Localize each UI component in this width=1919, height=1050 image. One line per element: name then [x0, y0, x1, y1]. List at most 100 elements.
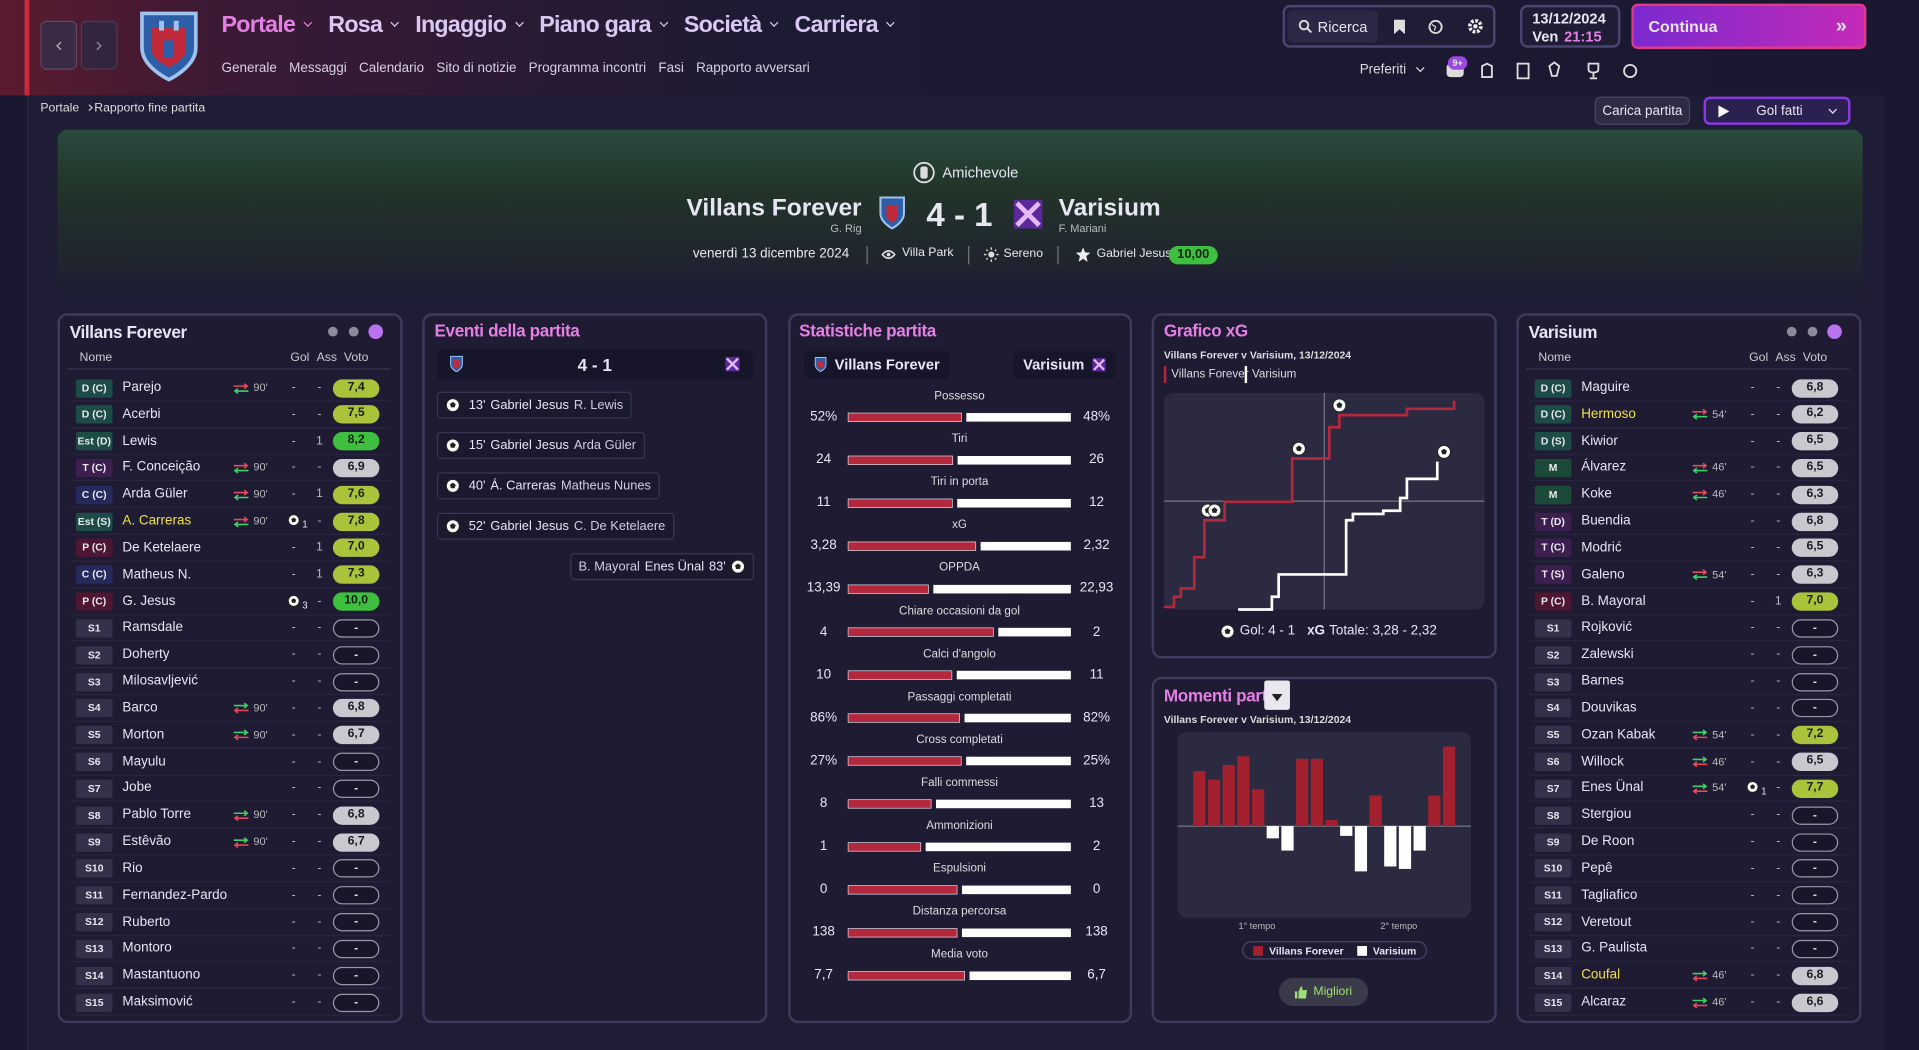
scroll-dot[interactable]	[368, 324, 384, 340]
separator	[968, 245, 970, 265]
sub-in-icon	[1692, 756, 1708, 768]
goals: -	[1750, 888, 1755, 902]
scroll-dot[interactable]	[1786, 326, 1797, 337]
player-name: Koke	[1581, 486, 1612, 502]
position-badge: D (C)	[1534, 378, 1572, 398]
stat-away-value: 13	[1089, 795, 1105, 811]
position-badge: S5	[75, 726, 113, 745]
position-badge: S8	[1534, 806, 1572, 825]
position-badge: S14	[1534, 966, 1572, 985]
submenu-item[interactable]: Rapporto avversari	[696, 61, 810, 76]
row-separator	[1528, 827, 1850, 829]
submenu-item[interactable]: Fasi	[658, 61, 684, 76]
event-scorer: Enes Ünal	[644, 559, 705, 574]
sub-menu: Generale Messaggi Calendario Sito di notizi…	[222, 61, 810, 76]
stadium-icon	[881, 250, 896, 260]
position-badge: S2	[75, 645, 113, 665]
bookmark-button[interactable]	[1383, 10, 1415, 43]
row-separator	[69, 1014, 391, 1016]
favorites[interactable]: Preferiti	[1359, 62, 1407, 78]
goals: -	[1750, 941, 1755, 956]
goals: -	[1750, 407, 1755, 421]
best-button[interactable]: Migliori	[1278, 977, 1369, 1007]
event-item[interactable]: 13' Gabriel Jesus R. Lewis	[436, 391, 632, 419]
rating: 6,8	[332, 806, 380, 825]
event-assist: R. Lewis	[573, 397, 624, 413]
back-button[interactable]	[40, 20, 78, 70]
assists: -	[1776, 808, 1781, 822]
menu-item[interactable]: Società	[684, 12, 779, 39]
assists: -	[1776, 674, 1781, 688]
submenu-item[interactable]: Messaggi	[289, 61, 347, 76]
row-separator	[69, 934, 391, 936]
club-crest[interactable]	[137, 6, 201, 84]
accent-strip	[24, 0, 30, 96]
event-minute: 13'	[468, 397, 486, 413]
goals: -	[1750, 701, 1755, 715]
search-button[interactable]: Ricerca	[1287, 9, 1379, 43]
goals: -	[1750, 567, 1755, 582]
player-name: De Roon	[1581, 834, 1635, 849]
continue-icon: »	[1835, 15, 1847, 37]
sub-icon	[1691, 462, 1708, 474]
goals-chevron	[1828, 104, 1838, 114]
assists: -	[1776, 888, 1781, 902]
submenu-item[interactable]: Programma incontri	[528, 61, 647, 76]
xg-label: xG	[1307, 623, 1326, 639]
load-match-button[interactable]: Carica partita	[1594, 96, 1691, 125]
player-name: Arda Güler	[122, 486, 188, 502]
menu-chevron	[514, 17, 524, 27]
row-separator	[69, 480, 391, 482]
menu-item[interactable]: Rosa	[328, 12, 400, 39]
menu-item[interactable]: Portale	[222, 12, 313, 39]
event-item[interactable]: B. Mayoral Enes Ünal 83'	[569, 553, 754, 581]
goals-button[interactable]: Gol fatti	[1703, 96, 1851, 125]
player-name: Coufal	[1581, 967, 1621, 983]
position-badge: Est (D)	[75, 432, 113, 451]
scroll-dot[interactable]	[1807, 326, 1818, 337]
assists: 1	[316, 434, 323, 448]
stat-away-value: 6,7	[1087, 967, 1106, 983]
row-separator	[69, 426, 391, 429]
forward-button[interactable]	[80, 20, 118, 70]
sub-icon	[233, 836, 250, 848]
submenu-item[interactable]: Generale	[221, 61, 277, 76]
date-box[interactable]	[1520, 4, 1621, 48]
menu-item[interactable]: Piano gara	[539, 12, 669, 39]
assists: -	[317, 861, 322, 875]
goals: -	[291, 834, 296, 849]
panel-title: Varisium	[1528, 321, 1598, 342]
event-item[interactable]: 52' Gabriel Jesus C. De Ketelaere	[436, 512, 674, 540]
menu-item[interactable]: Carriera	[795, 12, 896, 39]
assists: -	[317, 808, 322, 822]
world-button[interactable]	[1420, 10, 1452, 43]
goals: -	[291, 941, 296, 956]
event-item[interactable]: 15' Gabriel Jesus Arda Güler	[436, 432, 645, 459]
sub-in-icon	[1692, 970, 1708, 982]
menu-chevron	[303, 17, 313, 27]
submenu-item[interactable]: Sito di notizie	[436, 61, 517, 76]
scroll-dot[interactable]	[327, 326, 338, 337]
moment-bar	[1193, 771, 1206, 827]
toolbar-icons[interactable]	[1444, 59, 1640, 83]
rating: 6,7	[332, 726, 380, 745]
scroll-dot[interactable]	[1827, 324, 1842, 340]
stat-home-value: 3,28	[810, 538, 837, 553]
event-item[interactable]: 40' Á. Carreras Matheus Nunes	[436, 472, 660, 500]
sub-out-icon	[1692, 489, 1708, 501]
row-separator	[69, 720, 391, 723]
submenu-item[interactable]: Calendario	[359, 61, 425, 76]
position-badge: S4	[75, 699, 113, 718]
stats-panel	[788, 313, 1133, 1024]
event-scorer: Gabriel Jesus	[490, 438, 569, 453]
column-header: Gol	[1749, 351, 1769, 365]
assists: 1	[316, 540, 323, 555]
settings-button[interactable]	[1459, 10, 1491, 43]
player-name: Kiwior	[1581, 433, 1618, 449]
goals: 1	[1761, 786, 1767, 798]
continue-button[interactable]: Continua »	[1631, 3, 1867, 49]
row-separator	[69, 507, 391, 509]
scroll-dot[interactable]	[348, 326, 359, 337]
breadcrumb-root[interactable]: Portale	[40, 101, 80, 116]
menu-item[interactable]: Ingaggio	[415, 12, 524, 39]
